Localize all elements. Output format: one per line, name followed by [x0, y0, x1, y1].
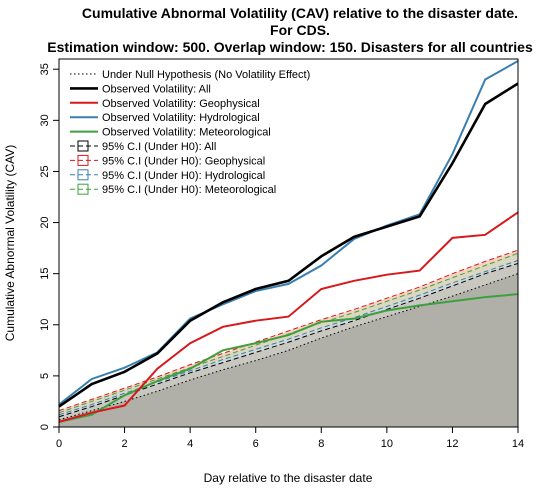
legend-label-under-null-hypothesis-no-volatility-effect: Under Null Hypothesis (No Volatility Eff… — [102, 69, 310, 81]
y-tick-label: 10 — [39, 319, 51, 331]
legend-label-95-c-i-under-h0-hydrological: 95% C.I (Under H0): Hydrological — [102, 170, 265, 182]
plot-frame — [58, 58, 519, 428]
line-95-c-i-under-h0-geophysical — [58, 249, 519, 412]
x-tick-label: 10 — [381, 438, 393, 450]
line-observed-volatility-hydrological — [58, 60, 519, 406]
legend-box-95-c-i-under-h0-all — [77, 140, 89, 152]
y-tick-label: 0 — [39, 424, 51, 430]
y-tick-label: 20 — [39, 216, 51, 228]
chart-title-line-2: For CDS. — [270, 22, 330, 38]
legend-label-observed-volatility-geophysical: Observed Volatility: Geophysical — [102, 98, 260, 110]
x-tick-label: 2 — [122, 438, 128, 450]
chart-title-line-3: Estimation window: 500. Overlap window: … — [47, 39, 533, 55]
legend-label-observed-volatility-all: Observed Volatility: All — [102, 83, 211, 95]
x-tick-label: 8 — [318, 438, 324, 450]
y-tick-label: 5 — [39, 373, 51, 379]
chart-titles: Cumulative Abnormal Volatility (CAV) rel… — [47, 5, 533, 55]
x-axis-label: Day relative to the disaster date — [204, 471, 373, 485]
chart-title-line-1: Cumulative Abnormal Volatility (CAV) rel… — [82, 5, 518, 21]
legend-label-observed-volatility-meteorological: Observed Volatility: Meteorological — [102, 127, 271, 139]
line-observed-volatility-all — [58, 82, 519, 408]
x-tick-label: 12 — [446, 438, 458, 450]
legend-box-95-c-i-under-h0-geophysical — [77, 154, 89, 166]
legend-label-observed-volatility-hydrological: Observed Volatility: Hydrological — [102, 112, 260, 124]
line-observed-volatility-geophysical — [58, 211, 519, 423]
y-tick-label: 15 — [39, 268, 51, 280]
series-lines — [58, 60, 519, 423]
y-tick-label: 30 — [39, 114, 51, 126]
x-tick-label: 4 — [187, 438, 193, 450]
x-axis: 0 2 4 6 8 10 12 14 — [56, 427, 524, 450]
legend-box-95-c-i-under-h0-meteorological — [77, 183, 89, 195]
legend-label-95-c-i-under-h0-all: 95% C.I (Under H0): All — [102, 141, 216, 153]
x-tick-label: 14 — [512, 438, 524, 450]
x-tick-label: 0 — [56, 438, 62, 450]
legend: Under Null Hypothesis (No Volatility Eff… — [70, 69, 310, 196]
y-axis: 0 5 10 15 20 25 30 35 — [39, 63, 59, 430]
y-axis-label: Cumulative Abnormal Volatility (CAV) — [3, 145, 17, 342]
legend-label-95-c-i-under-h0-geophysical: 95% C.I (Under H0): Geophysical — [102, 155, 265, 167]
x-tick-label: 6 — [253, 438, 259, 450]
line-under-null-hypothesis-no-volatility-effect — [58, 273, 519, 421]
y-tick-label: 35 — [39, 63, 51, 75]
legend-label-95-c-i-under-h0-meteorological: 95% C.I (Under H0): Meteorological — [102, 184, 276, 196]
y-tick-label: 25 — [39, 165, 51, 177]
line-observed-volatility-meteorological — [58, 293, 519, 423]
legend-box-95-c-i-under-h0-hydrological — [77, 169, 89, 181]
